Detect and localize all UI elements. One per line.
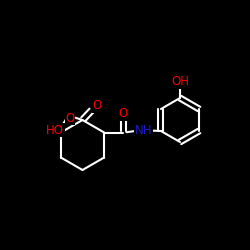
Text: NH: NH xyxy=(135,124,153,137)
Text: O: O xyxy=(92,99,102,112)
Text: O: O xyxy=(118,107,128,120)
Text: OH: OH xyxy=(172,75,190,88)
Text: HO: HO xyxy=(46,124,64,136)
Text: O: O xyxy=(66,112,74,124)
